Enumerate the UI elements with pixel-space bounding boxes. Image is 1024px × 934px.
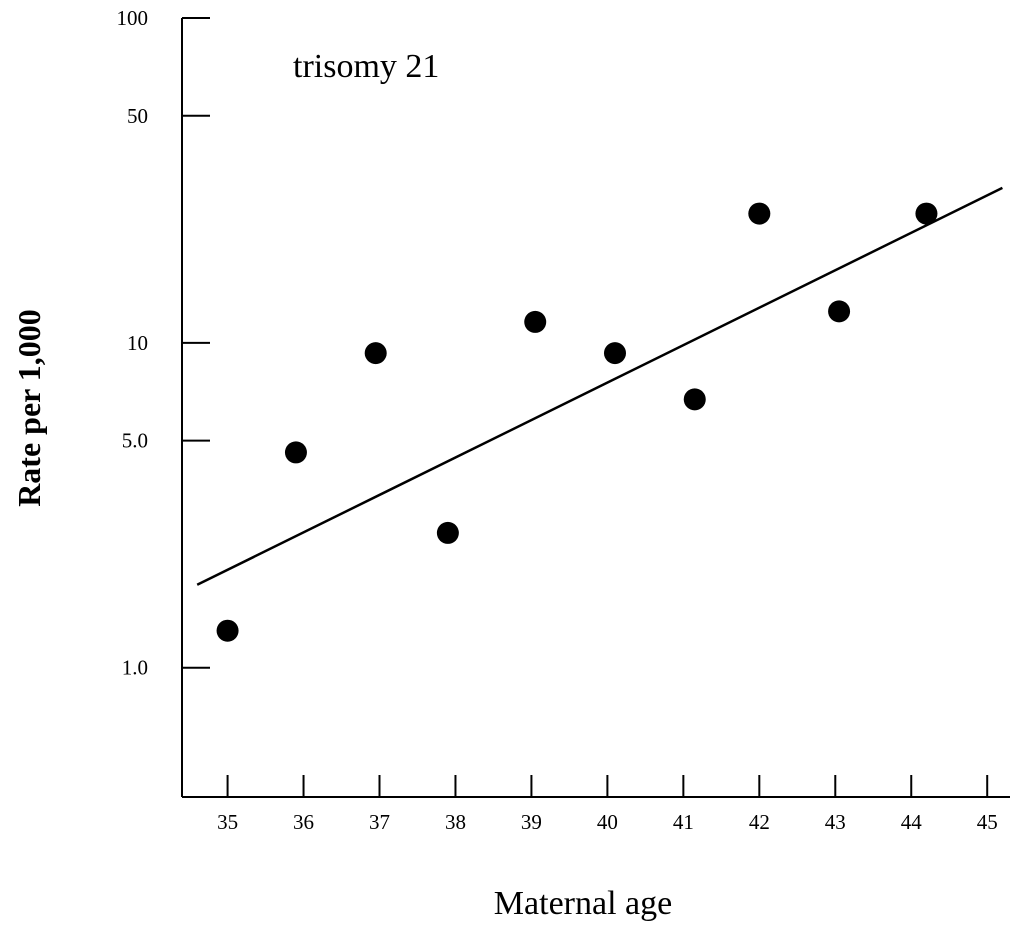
x-tick-label: 39 bbox=[521, 810, 542, 834]
data-points bbox=[216, 202, 938, 642]
axes bbox=[181, 18, 1010, 798]
y-axis-ticks: 1.0 5.0 10 50 100 bbox=[117, 6, 210, 680]
data-point bbox=[603, 342, 626, 365]
data-point bbox=[683, 388, 706, 411]
y-axis-title: Rate per 1,000 bbox=[11, 309, 47, 507]
trend-line bbox=[196, 186, 1003, 586]
x-tick-label: 42 bbox=[749, 810, 770, 834]
x-tick-label: 45 bbox=[977, 810, 998, 834]
y-tick-label: 5.0 bbox=[122, 429, 148, 453]
x-tick-label: 38 bbox=[445, 810, 466, 834]
y-tick-label: 10 bbox=[127, 331, 148, 355]
x-axis-ticks: 35 36 37 38 39 40 41 42 43 44 45 bbox=[217, 775, 998, 834]
x-tick-label: 37 bbox=[369, 810, 390, 834]
data-point bbox=[216, 619, 239, 642]
y-tick-label: 100 bbox=[117, 6, 149, 30]
data-point bbox=[284, 441, 307, 464]
data-point bbox=[364, 342, 387, 365]
x-axis-title: Maternal age bbox=[494, 885, 672, 922]
x-tick-label: 43 bbox=[825, 810, 846, 834]
x-tick-label: 41 bbox=[673, 810, 694, 834]
data-point bbox=[436, 521, 459, 544]
x-tick-label: 44 bbox=[901, 810, 923, 834]
x-tick-label: 40 bbox=[597, 810, 618, 834]
y-tick-label: 1.0 bbox=[122, 656, 148, 680]
data-point bbox=[748, 202, 771, 225]
x-tick-label: 35 bbox=[217, 810, 238, 834]
data-point bbox=[915, 202, 938, 225]
data-point bbox=[524, 310, 547, 333]
chart-annotation: trisomy 21 bbox=[293, 48, 439, 85]
y-tick-label: 50 bbox=[127, 104, 148, 128]
data-point bbox=[828, 300, 851, 323]
x-tick-label: 36 bbox=[293, 810, 314, 834]
